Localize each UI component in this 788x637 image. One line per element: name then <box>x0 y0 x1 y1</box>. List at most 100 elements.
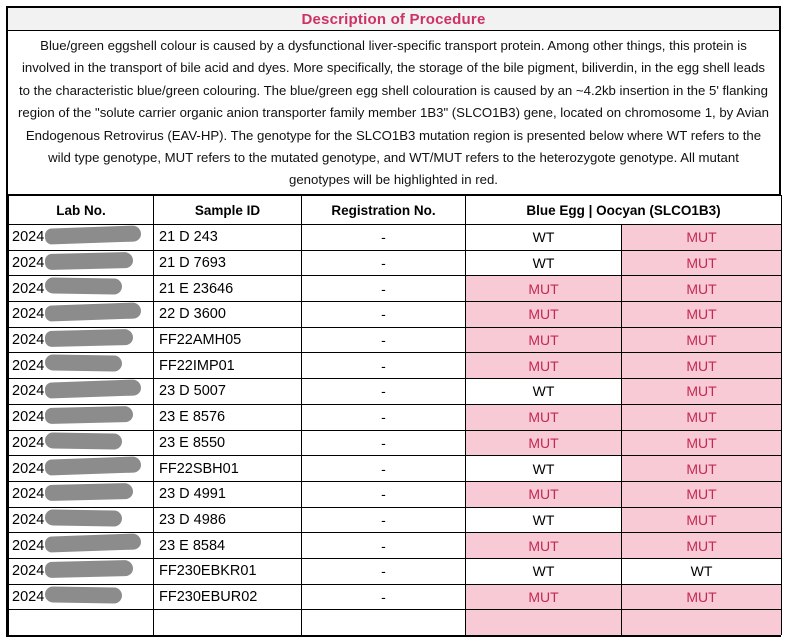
genotype-cell-1: MUT <box>465 429 622 457</box>
genotype-cell-1: WT <box>465 378 622 405</box>
table-row: 2024 22 D 3600- MUT MUT <box>8 301 782 328</box>
sample-id-cell: 21 E 23646 <box>153 275 302 303</box>
sample-id-cell: 23 D 4986 <box>153 506 302 534</box>
redaction-blob <box>44 559 134 579</box>
redaction-blob <box>44 533 142 553</box>
genotype-cell-2 <box>621 609 782 635</box>
redaction-blob <box>44 354 123 373</box>
registration-no-cell: - <box>301 532 466 559</box>
column-header-genotype: Blue Egg | Oocyan (SLCO1B3) <box>465 195 782 225</box>
registration-no-cell: - <box>301 557 466 585</box>
redaction-blob <box>44 251 134 270</box>
lab-no-cell: 2024 <box>8 224 154 251</box>
genotype-cell-1: WT <box>465 506 622 534</box>
sample-id-cell: 21 D 243 <box>153 224 302 251</box>
redaction-blob <box>44 456 142 476</box>
redaction-blob <box>44 431 123 450</box>
sample-id-cell: FF22IMP01 <box>153 352 302 380</box>
table-row: 2024 23 E 8576- MUT MUT <box>8 403 782 431</box>
genotype-cell-2: MUT <box>621 583 782 611</box>
lab-no-cell: 2024 <box>8 455 154 482</box>
table-row: 2024 21 E 23646- MUT MUT <box>8 275 782 303</box>
registration-no-cell: - <box>301 480 466 508</box>
column-header-sample-id: Sample ID <box>153 195 302 225</box>
table-row: 2024 FF22AMH05- MUT MUT <box>8 326 782 354</box>
lab-no-cell: 2024 <box>8 326 154 354</box>
sample-id-cell: FF230EBKR01 <box>153 557 302 585</box>
sample-id-cell: FF22SBH01 <box>153 455 302 482</box>
sample-id-cell: 23 E 8576 <box>153 403 302 431</box>
redaction-blob <box>44 225 142 245</box>
lab-no-cell: 2024 <box>8 532 154 559</box>
lab-no-cell: 2024 <box>8 429 154 457</box>
lab-no-cell: 2024 <box>8 275 154 303</box>
genotype-cell-1 <box>465 609 622 635</box>
lab-no-cell: 2024 <box>8 403 154 431</box>
genotype-cell-1: MUT <box>465 480 622 508</box>
registration-no-cell: - <box>301 224 466 251</box>
genotype-table-body: 2024 21 D 243- WT MUT 2024 21 D 7693- WT MUT 202… <box>8 224 782 635</box>
table-row: 2024 FF230EBUR02- MUT MUT <box>8 583 782 611</box>
lab-no-cell: 2024 <box>8 557 154 585</box>
registration-no-cell: - <box>301 249 466 277</box>
genotype-cell-1: MUT <box>465 275 622 303</box>
redaction-blob <box>44 585 123 604</box>
table-row: 2024 23 E 8550- MUT MUT <box>8 429 782 457</box>
genotype-cell-2: MUT <box>621 480 782 508</box>
report-page: { "header": { "title": "Description of P… <box>6 6 782 637</box>
genotype-cell-1: WT <box>465 455 622 482</box>
sample-id-cell: 23 E 8550 <box>153 429 302 457</box>
sample-id-cell: 22 D 3600 <box>153 301 302 328</box>
genotype-cell-2: MUT <box>621 506 782 534</box>
redaction-blob <box>44 482 134 501</box>
registration-no-cell: - <box>301 326 466 354</box>
genotype-cell-2: MUT <box>621 249 782 277</box>
genotype-cell-1: MUT <box>465 301 622 328</box>
sample-id-cell: 21 D 7693 <box>153 249 302 277</box>
genotype-cell-1: WT <box>465 557 622 585</box>
lab-no-cell: 2024 <box>8 506 154 534</box>
genotype-cell-2: MUT <box>621 378 782 405</box>
sample-id-cell: 23 D 5007 <box>153 378 302 405</box>
genotype-table-header: Lab No. Sample ID Registration No. Blue … <box>8 195 782 225</box>
registration-no-cell: - <box>301 275 466 303</box>
genotype-cell-1: MUT <box>465 532 622 559</box>
lab-no-cell: 2024 <box>8 301 154 328</box>
genotype-cell-2: WT <box>621 557 782 585</box>
column-header-lab-no: Lab No. <box>8 195 154 225</box>
section-header: Description of Procedure <box>8 8 779 31</box>
genotype-cell-2: MUT <box>621 301 782 328</box>
procedure-description-text: Blue/green eggshell colour is caused by … <box>8 31 779 195</box>
genotype-cell-2: MUT <box>621 455 782 482</box>
registration-no-cell: - <box>301 429 466 457</box>
report-document: Description of Procedure Blue/green eggs… <box>6 6 782 637</box>
genotype-cell-1: MUT <box>465 326 622 354</box>
sample-id-cell: 23 E 8584 <box>153 532 302 559</box>
table-row: 2024 23 E 8584- MUT MUT <box>8 532 782 559</box>
lab-no-cell <box>8 609 154 635</box>
sample-id-cell <box>153 609 302 635</box>
lab-no-cell: 2024 <box>8 352 154 380</box>
table-row: 2024 21 D 7693- WT MUT <box>8 249 782 277</box>
genotype-cell-1: MUT <box>465 403 622 431</box>
genotype-table: Lab No. Sample ID Registration No. Blue … <box>8 195 782 635</box>
genotype-cell-2: MUT <box>621 429 782 457</box>
genotype-cell-1: WT <box>465 249 622 277</box>
registration-no-cell <box>301 609 466 635</box>
lab-no-cell: 2024 <box>8 378 154 405</box>
redaction-blob <box>44 379 142 399</box>
genotype-cell-2: MUT <box>621 352 782 380</box>
table-row: 2024 23 D 5007- WT MUT <box>8 378 782 405</box>
genotype-cell-2: MUT <box>621 532 782 559</box>
table-row: 2024 FF22SBH01- WT MUT <box>8 455 782 482</box>
table-row: 2024 FF230EBKR01- WT WT <box>8 557 782 585</box>
table-row: 2024 23 D 4991- MUT MUT <box>8 480 782 508</box>
table-row <box>8 609 782 635</box>
genotype-cell-2: MUT <box>621 403 782 431</box>
table-row: 2024 FF22IMP01- MUT MUT <box>8 352 782 380</box>
registration-no-cell: - <box>301 301 466 328</box>
genotype-cell-2: MUT <box>621 326 782 354</box>
lab-no-cell: 2024 <box>8 249 154 277</box>
sample-id-cell: FF230EBUR02 <box>153 583 302 611</box>
genotype-cell-1: MUT <box>465 583 622 611</box>
